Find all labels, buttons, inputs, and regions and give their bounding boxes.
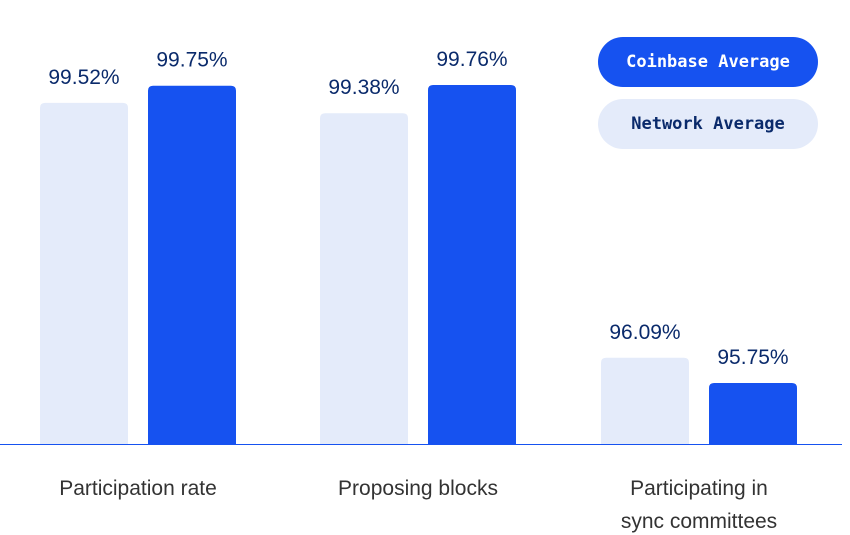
data-label: 99.38% — [328, 76, 399, 99]
bar — [428, 85, 516, 444]
legend-network-average: Network Average — [598, 99, 818, 149]
category-label: Participating in — [630, 477, 768, 500]
bar — [148, 85, 236, 444]
legend-coinbase-average: Coinbase Average — [598, 37, 818, 87]
bar — [320, 113, 408, 444]
data-label: 95.75% — [717, 346, 788, 369]
category-label: sync committees — [621, 510, 777, 533]
bar — [709, 383, 797, 444]
category-label: Participation rate — [59, 477, 217, 500]
data-label: 96.09% — [609, 321, 680, 344]
data-label: 99.75% — [156, 49, 227, 72]
bar — [40, 102, 128, 445]
category-label: Proposing blocks — [338, 477, 498, 500]
bar — [601, 357, 689, 444]
data-label: 99.76% — [436, 48, 507, 71]
data-label: 99.52% — [48, 66, 119, 89]
